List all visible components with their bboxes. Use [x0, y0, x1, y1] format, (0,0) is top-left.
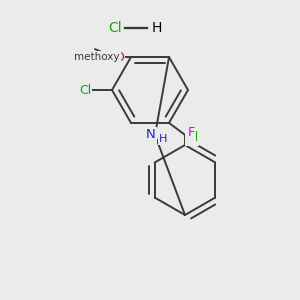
Text: N: N	[146, 128, 156, 142]
Text: methoxy: methoxy	[74, 52, 120, 62]
Text: Cl: Cl	[108, 21, 122, 35]
Text: Cl: Cl	[79, 83, 91, 97]
Text: O: O	[114, 51, 124, 64]
Text: F: F	[188, 127, 195, 140]
Text: H: H	[159, 134, 167, 144]
Text: Cl: Cl	[186, 131, 198, 144]
Text: H: H	[152, 21, 162, 35]
